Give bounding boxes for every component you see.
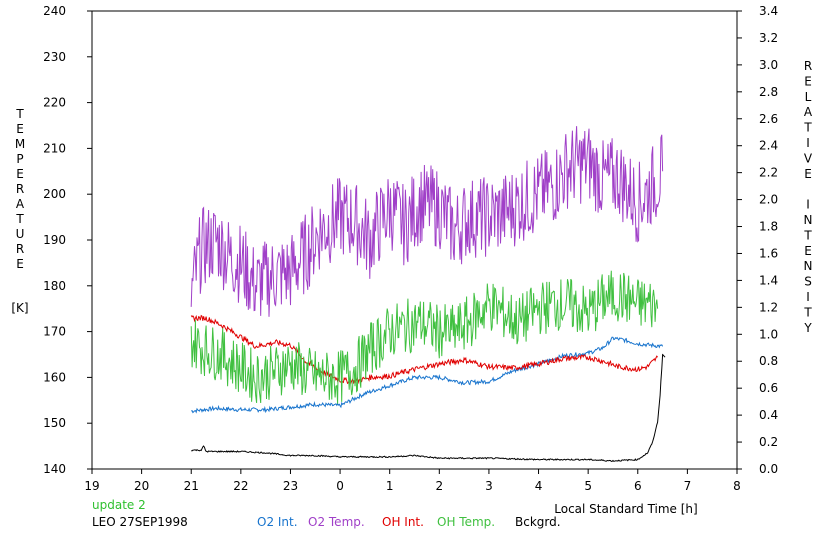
- y-right-tick-label: 1.8: [759, 220, 778, 234]
- y-right-tick-label: 2.2: [759, 166, 778, 180]
- x-tick-label: 23: [283, 479, 298, 493]
- x-tick-label: 20: [134, 479, 149, 493]
- y-right-label-letter: L: [805, 90, 812, 104]
- y-right-tick-label: 0.2: [759, 435, 778, 449]
- series-group: [190, 126, 666, 462]
- x-tick-label: 7: [684, 479, 692, 493]
- y-right-tick-label: 0.4: [759, 408, 778, 422]
- x-tick-label: 1: [386, 479, 394, 493]
- y-left-tick-label: 140: [43, 462, 66, 476]
- update-label: update 2: [92, 498, 146, 512]
- legend-item: OH Int.: [382, 515, 424, 529]
- y-right-tick-label: 3.4: [759, 4, 778, 18]
- series-line-oh-temp: [190, 270, 659, 404]
- x-tick-label: 19: [84, 479, 99, 493]
- y-left-label-letter: R: [16, 242, 24, 256]
- x-tick-label: 2: [435, 479, 443, 493]
- y-right-label-letter: V: [804, 151, 813, 165]
- x-axis-label: Local Standard Time [h]: [554, 502, 697, 516]
- legend-item: Bckgrd.: [515, 515, 561, 529]
- x-tick-label: 6: [634, 479, 642, 493]
- y-right-tick-label: 1.4: [759, 273, 778, 287]
- y-right-label-letter: N: [804, 259, 813, 273]
- y-right-tick-label: 0.6: [759, 381, 778, 395]
- legend: O2 Int. O2 Temp. OH Int. OH Temp. Bckgrd.: [257, 515, 561, 529]
- y-left-tick-label: 210: [43, 141, 66, 155]
- y-left-tick-label: 180: [43, 279, 66, 293]
- y-right-tick-label: 2.6: [759, 112, 778, 126]
- y-right-label-letter: E: [804, 244, 812, 258]
- y-right-label-letter: N: [804, 213, 813, 227]
- y-right-tick-label: 1.0: [759, 327, 778, 341]
- y-right-tick-label: 3.0: [759, 58, 778, 72]
- y-left-tick-label: 190: [43, 233, 66, 247]
- y-right-label-letter: R: [804, 59, 812, 73]
- y-right-tick-label: 3.2: [759, 31, 778, 45]
- series-line-bckgrd: [191, 353, 666, 462]
- y-right-label-letter: T: [803, 228, 812, 242]
- x-tick-label: 21: [184, 479, 199, 493]
- y-right-tick-label: 0.0: [759, 462, 778, 476]
- y-left-label-letter: T: [15, 107, 24, 121]
- x-tick-label: 22: [233, 479, 248, 493]
- y-axis-right: 0.0 0.2 0.4 0.6 0.8 1.0 1.2 1.4 1.6 1.8 2.0 2.2 2.4 2…: [737, 4, 778, 476]
- y-left-tick-label: 170: [43, 325, 66, 339]
- y-right-label-letter: S: [804, 275, 812, 289]
- y-right-label-letter: A: [804, 105, 813, 119]
- x-tick-label: 3: [485, 479, 493, 493]
- x-tick-label: 5: [584, 479, 592, 493]
- station-label: LEO 27SEP1998: [92, 515, 188, 529]
- y-right-tick-label: 1.6: [759, 246, 778, 260]
- y-left-tick-label: 240: [43, 4, 66, 18]
- y-left-label-letter: M: [15, 137, 25, 151]
- y-left-tick-label: 200: [43, 187, 66, 201]
- legend-item: O2 Int.: [257, 515, 298, 529]
- series-line-oh-int: [190, 314, 658, 386]
- x-tick-label: 0: [336, 479, 344, 493]
- x-tick-label: 4: [535, 479, 543, 493]
- y-right-label-letter: T: [803, 305, 812, 319]
- series-line-o2-temp: [190, 126, 664, 317]
- y-axis-left: 140 150 160 170 180 190 200 210 220 230 240: [43, 4, 92, 476]
- legend-item: O2 Temp.: [308, 515, 365, 529]
- y-right-tick-label: 1.2: [759, 300, 778, 314]
- y-left-label-letter: R: [16, 182, 24, 196]
- y-left-tick-label: 220: [43, 96, 66, 110]
- y-left-tick-label: 230: [43, 50, 66, 64]
- y-right-label-letter: T: [803, 121, 812, 135]
- y-left-label-letter: E: [16, 122, 24, 136]
- y-left-label-letter: E: [16, 257, 24, 271]
- y-left-label-letter: A: [16, 197, 25, 211]
- y-right-label-letter: I: [806, 290, 810, 304]
- y-right-label-letter: Y: [803, 321, 812, 335]
- y-left-unit: [K]: [11, 301, 28, 315]
- y-left-tick-label: 150: [43, 416, 66, 430]
- y-left-label-letter: T: [15, 212, 24, 226]
- y-right-tick-label: 0.8: [759, 354, 778, 368]
- y-left-label-letter: U: [16, 227, 25, 241]
- x-axis: 19 20 21 22 23 0 1 2 3 4 5 6 7 8: [84, 469, 741, 493]
- y-left-label-letter: P: [16, 152, 23, 166]
- legend-item: OH Temp.: [437, 515, 495, 529]
- y-right-tick-label: 2.8: [759, 85, 778, 99]
- y-right-label-letter: I: [806, 198, 810, 212]
- y-right-label-letter: E: [804, 74, 812, 88]
- y-left-tick-label: 160: [43, 370, 66, 384]
- y-right-tick-label: 2.0: [759, 193, 778, 207]
- series-line-o2-int: [190, 336, 664, 414]
- y-left-label-letter: E: [16, 167, 24, 181]
- x-tick-label: 8: [733, 479, 741, 493]
- y-right-tick-label: 2.4: [759, 139, 778, 153]
- y-right-label-letter: I: [806, 136, 810, 150]
- y-right-label-letter: E: [804, 167, 812, 181]
